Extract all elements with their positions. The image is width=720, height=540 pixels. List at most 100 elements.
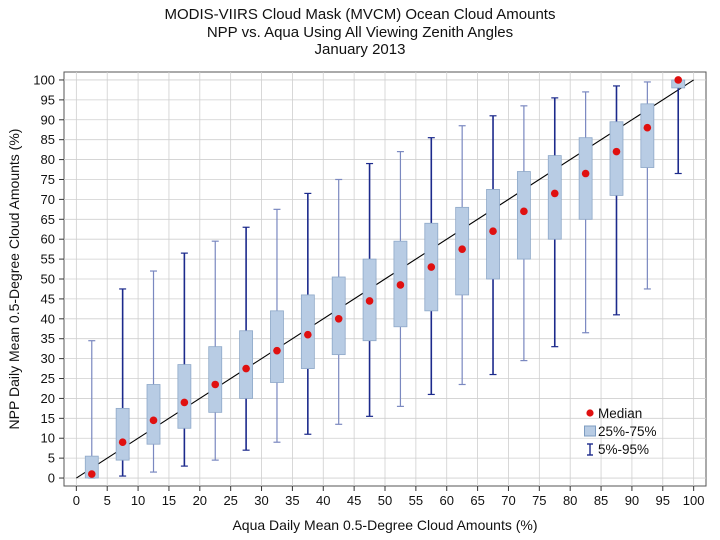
legend-median-label: Median	[598, 406, 642, 421]
iqr-box	[115, 407, 130, 461]
median-point	[180, 398, 189, 407]
iqr-box	[208, 346, 223, 413]
median-point	[365, 297, 374, 305]
median-point	[242, 364, 250, 373]
legend: Median 25%-75% 5%-95%	[584, 406, 657, 457]
x-tick-label: 90	[625, 493, 639, 508]
y-tick-label: 70	[41, 192, 55, 207]
x-tick-label: 65	[470, 493, 484, 508]
x-tick-label: 45	[347, 493, 361, 508]
median-point	[674, 76, 683, 84]
median-point	[118, 438, 127, 447]
y-tick-label: 45	[41, 291, 55, 306]
iqr-box	[578, 137, 593, 220]
x-tick-label: 5	[104, 493, 111, 508]
y-tick-label: 85	[41, 132, 55, 147]
y-tick-label: 10	[41, 431, 55, 446]
x-tick-label: 95	[656, 493, 670, 508]
legend-box-label: 25%-75%	[598, 424, 657, 439]
median-point	[427, 263, 436, 271]
iqr-box	[640, 103, 655, 168]
median-layer	[87, 76, 683, 478]
iqr-box	[547, 155, 562, 240]
box-group	[270, 208, 284, 443]
median-point	[211, 380, 220, 389]
x-tick-label: 15	[162, 493, 176, 508]
iqr-box	[516, 171, 531, 260]
x-tick-label: 0	[73, 493, 80, 508]
y-tick-label: 0	[48, 471, 55, 486]
median-point	[149, 416, 158, 425]
legend-whisker-label: 5%-95%	[598, 442, 649, 457]
box-group	[578, 91, 593, 334]
y-axis-title: NPP Daily Mean 0.5-Degree Cloud Amounts …	[6, 129, 22, 430]
y-tick-label: 50	[41, 272, 55, 287]
chart-title: MODIS-VIIRS Cloud Mask (MVCM) Ocean Clou…	[0, 6, 720, 59]
legend-box-marker	[584, 425, 596, 437]
y-tick-label: 65	[41, 212, 55, 227]
y-tick-label: 15	[41, 411, 55, 426]
y-tick-label: 55	[41, 252, 55, 267]
x-tick-label: 75	[532, 493, 546, 508]
median-point	[520, 207, 528, 216]
x-tick-label: 55	[409, 493, 423, 508]
box-group	[547, 97, 562, 348]
x-axis-title: Aqua Daily Mean 0.5-Degree Cloud Amounts…	[232, 517, 537, 533]
median-point	[334, 315, 343, 323]
chart-title-line-1: MODIS-VIIRS Cloud Mask (MVCM) Ocean Clou…	[164, 6, 556, 23]
box-group	[177, 252, 192, 467]
median-point	[612, 147, 621, 156]
box-group	[208, 240, 223, 461]
median-point	[581, 169, 590, 178]
iqr-box	[609, 121, 624, 196]
y-tick-label: 40	[41, 311, 55, 326]
x-tick-label: 25	[223, 493, 237, 508]
legend-whisker-marker	[587, 443, 593, 456]
x-tick-label: 35	[285, 493, 299, 508]
x-tick-label: 20	[193, 493, 207, 508]
x-tick-label: 40	[316, 493, 330, 508]
iqr-box	[146, 384, 161, 445]
box-group	[239, 226, 254, 451]
box-plot-layer	[84, 79, 686, 479]
grid-lines	[64, 72, 706, 486]
iqr-box	[177, 364, 192, 429]
y-tick-label: 60	[41, 232, 55, 247]
median-point	[87, 470, 96, 478]
y-tick-label: 25	[41, 371, 55, 386]
y-tick-label: 30	[41, 351, 55, 366]
box-group	[640, 81, 655, 290]
median-point	[643, 123, 652, 132]
y-tick-label: 75	[41, 172, 55, 187]
box-group	[516, 105, 531, 362]
iqr-box	[239, 330, 254, 399]
x-tick-label: 30	[254, 493, 268, 508]
x-tick-label: 100	[683, 493, 705, 508]
box-group	[609, 85, 624, 316]
x-tick-label: 60	[439, 493, 453, 508]
y-tick-label: 80	[41, 152, 55, 167]
median-point	[458, 245, 466, 253]
box-group	[146, 270, 161, 473]
chart-title-line-2: NPP vs. Aqua Using All Viewing Zenith An…	[206, 23, 514, 41]
axis-ticks: 0 5 10 15 20 25 30 35 40 45 50 55 60 65 70 75 80 85 90 95 10…	[33, 72, 704, 508]
median-point	[273, 346, 281, 355]
x-tick-label: 70	[501, 493, 515, 508]
x-tick-label: 10	[131, 493, 145, 508]
x-tick-label: 50	[378, 493, 392, 508]
y-tick-label: 20	[41, 391, 55, 406]
iqr-box	[270, 310, 284, 383]
y-tick-label: 5	[48, 451, 55, 466]
x-tick-label: 85	[594, 493, 608, 508]
y-tick-label: 100	[33, 72, 55, 87]
x-tick-label: 80	[563, 493, 577, 508]
y-tick-label: 95	[41, 92, 55, 107]
y-tick-label: 90	[41, 112, 55, 127]
legend-median-marker	[586, 409, 594, 417]
median-point	[396, 281, 405, 289]
chart-title-line-3: January 2013	[314, 41, 406, 58]
median-point	[304, 330, 312, 339]
y-tick-label: 35	[41, 331, 55, 346]
median-point	[550, 189, 559, 198]
